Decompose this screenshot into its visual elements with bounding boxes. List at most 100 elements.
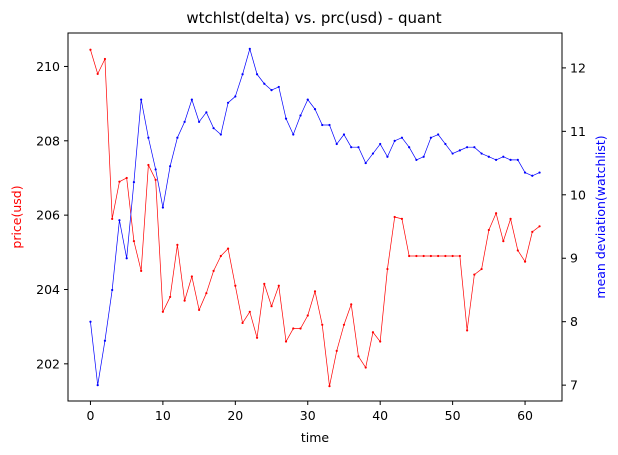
data-point-right (350, 146, 353, 149)
data-point-right (132, 181, 136, 184)
data-point-right (190, 98, 193, 101)
data-point-left (480, 267, 483, 271)
data-point-left (313, 290, 317, 293)
data-point-left (444, 254, 447, 258)
data-point-left (466, 329, 469, 332)
data-point-right (89, 320, 92, 323)
data-point-right (255, 73, 259, 76)
x-tick-label: 0 (86, 408, 94, 423)
data-point-left (422, 254, 425, 258)
axes-layer: 0 10 20 30 40 50 60 202 204 206 208 210 7 8 9 10 11 12 (36, 59, 586, 423)
x-tick-label: 20 (227, 408, 243, 423)
y-right-tick-label: 12 (570, 60, 586, 75)
data-point-left (190, 275, 193, 278)
data-point-left (523, 260, 527, 263)
y-left-tick-label: 202 (36, 356, 60, 371)
data-point-right (437, 133, 440, 136)
data-point-right (502, 155, 505, 158)
data-point-right (219, 133, 222, 136)
data-point-right (270, 89, 273, 92)
data-point-left (111, 217, 114, 220)
data-point-right (241, 73, 244, 76)
x-tick-label: 50 (445, 408, 461, 423)
data-point-right (248, 47, 251, 50)
data-point-right (509, 158, 512, 161)
data-point-right (292, 133, 295, 136)
data-point-left (125, 176, 128, 180)
data-point-right (444, 142, 447, 146)
data-point-left (284, 340, 288, 343)
data-point-right (473, 146, 476, 149)
data-point-left (408, 254, 411, 258)
data-point-right (487, 155, 490, 158)
data-point-left (393, 215, 396, 219)
data-point-left (169, 295, 172, 299)
data-point-left (226, 247, 230, 250)
data-point-left (379, 340, 382, 343)
data-point-left (140, 269, 143, 272)
y-left-tick-label: 204 (36, 282, 60, 297)
data-point-left (198, 308, 201, 312)
data-point-left (502, 240, 505, 243)
y-axis-left-title: price(usd) (9, 185, 24, 248)
data-point-right (516, 158, 519, 161)
data-point-left (437, 254, 440, 258)
data-point-right (531, 174, 534, 177)
data-point-left (342, 323, 346, 326)
data-point-left (494, 212, 498, 215)
data-point-left (89, 48, 92, 51)
data-point-left (321, 323, 324, 326)
y-right-tick-label: 8 (570, 314, 578, 329)
data-point-left (263, 282, 266, 286)
data-point-right (277, 85, 280, 89)
data-point-right (234, 95, 237, 98)
data-point-left (241, 321, 244, 325)
data-point-right (523, 171, 527, 174)
x-axis-title: time (301, 430, 330, 445)
data-point-right (458, 149, 461, 152)
data-point-right (321, 123, 324, 127)
data-point-left (516, 249, 519, 252)
y-left-tick-label: 206 (36, 208, 60, 223)
data-point-right (212, 127, 215, 130)
data-point-right (342, 133, 346, 136)
y-right-tick-label: 11 (570, 124, 586, 139)
data-point-right (371, 152, 375, 155)
x-tick-label: 10 (155, 408, 171, 423)
data-point-left (212, 269, 215, 272)
x-tick-label: 40 (372, 408, 388, 423)
data-point-right (176, 136, 179, 139)
data-point-left (277, 284, 280, 287)
data-point-right (96, 384, 99, 387)
y-left-tick-label: 210 (36, 59, 60, 74)
data-point-right (111, 288, 114, 292)
data-point-left (183, 299, 186, 302)
data-point-left (132, 240, 136, 243)
data-point-left (400, 217, 404, 220)
data-point-left (219, 254, 222, 258)
data-point-right (379, 142, 382, 146)
series-layer (89, 47, 541, 388)
data-point-right (429, 136, 432, 139)
data-point-left (328, 385, 331, 388)
data-point-left (350, 303, 353, 306)
data-point-left (473, 273, 476, 276)
data-point-left (364, 366, 367, 369)
data-point-left (176, 243, 179, 246)
data-point-right (198, 120, 201, 123)
data-point-left (118, 180, 121, 183)
data-point-left (429, 254, 432, 258)
y-left-tick-label: 208 (36, 133, 60, 148)
data-point-left (147, 163, 150, 167)
data-point-left (509, 217, 512, 220)
data-point-left (487, 228, 490, 232)
y-axis-right-title: mean deviation(watchlist) (593, 135, 608, 298)
data-point-left (531, 230, 534, 233)
data-point-right (538, 171, 541, 174)
chart-title: wtchlst(delta) vs. prc(usd) - quant (186, 9, 441, 27)
data-point-right (466, 146, 469, 149)
data-point-right (364, 161, 367, 165)
data-point-right (147, 136, 150, 139)
